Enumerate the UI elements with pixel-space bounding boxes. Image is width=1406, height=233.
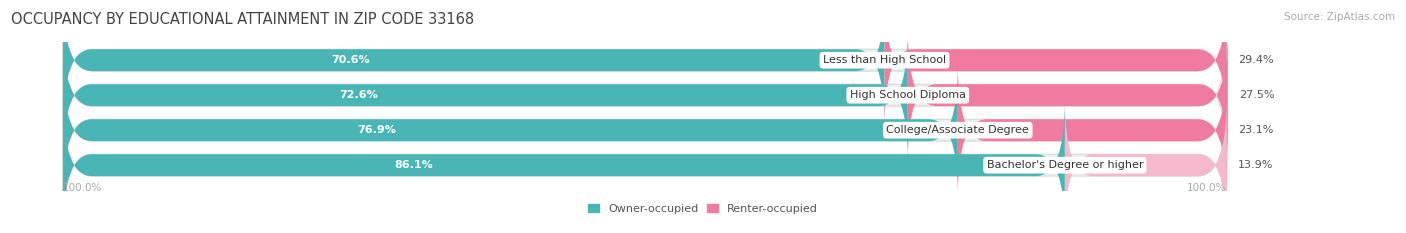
- FancyBboxPatch shape: [884, 0, 1226, 125]
- FancyBboxPatch shape: [63, 65, 1226, 195]
- Text: 100.0%: 100.0%: [1187, 183, 1226, 193]
- Text: 86.1%: 86.1%: [394, 160, 433, 170]
- Text: 72.6%: 72.6%: [339, 90, 378, 100]
- FancyBboxPatch shape: [63, 100, 1064, 230]
- FancyBboxPatch shape: [63, 65, 957, 195]
- FancyBboxPatch shape: [63, 0, 1226, 125]
- FancyBboxPatch shape: [63, 100, 1226, 230]
- FancyBboxPatch shape: [63, 30, 1226, 160]
- Text: OCCUPANCY BY EDUCATIONAL ATTAINMENT IN ZIP CODE 33168: OCCUPANCY BY EDUCATIONAL ATTAINMENT IN Z…: [11, 12, 474, 27]
- Legend: Owner-occupied, Renter-occupied: Owner-occupied, Renter-occupied: [583, 199, 823, 218]
- Text: College/Associate Degree: College/Associate Degree: [886, 125, 1029, 135]
- Text: 70.6%: 70.6%: [332, 55, 370, 65]
- Text: 27.5%: 27.5%: [1240, 90, 1275, 100]
- FancyBboxPatch shape: [957, 65, 1226, 195]
- FancyBboxPatch shape: [908, 30, 1227, 160]
- Text: Bachelor's Degree or higher: Bachelor's Degree or higher: [987, 160, 1143, 170]
- Text: High School Diploma: High School Diploma: [849, 90, 966, 100]
- Text: 13.9%: 13.9%: [1239, 160, 1274, 170]
- FancyBboxPatch shape: [63, 0, 884, 125]
- Text: 76.9%: 76.9%: [357, 125, 395, 135]
- Text: Source: ZipAtlas.com: Source: ZipAtlas.com: [1284, 12, 1395, 22]
- Text: 23.1%: 23.1%: [1239, 125, 1274, 135]
- Text: 100.0%: 100.0%: [63, 183, 103, 193]
- FancyBboxPatch shape: [1064, 100, 1226, 230]
- Text: Less than High School: Less than High School: [823, 55, 946, 65]
- Text: 29.4%: 29.4%: [1239, 55, 1274, 65]
- FancyBboxPatch shape: [63, 30, 908, 160]
